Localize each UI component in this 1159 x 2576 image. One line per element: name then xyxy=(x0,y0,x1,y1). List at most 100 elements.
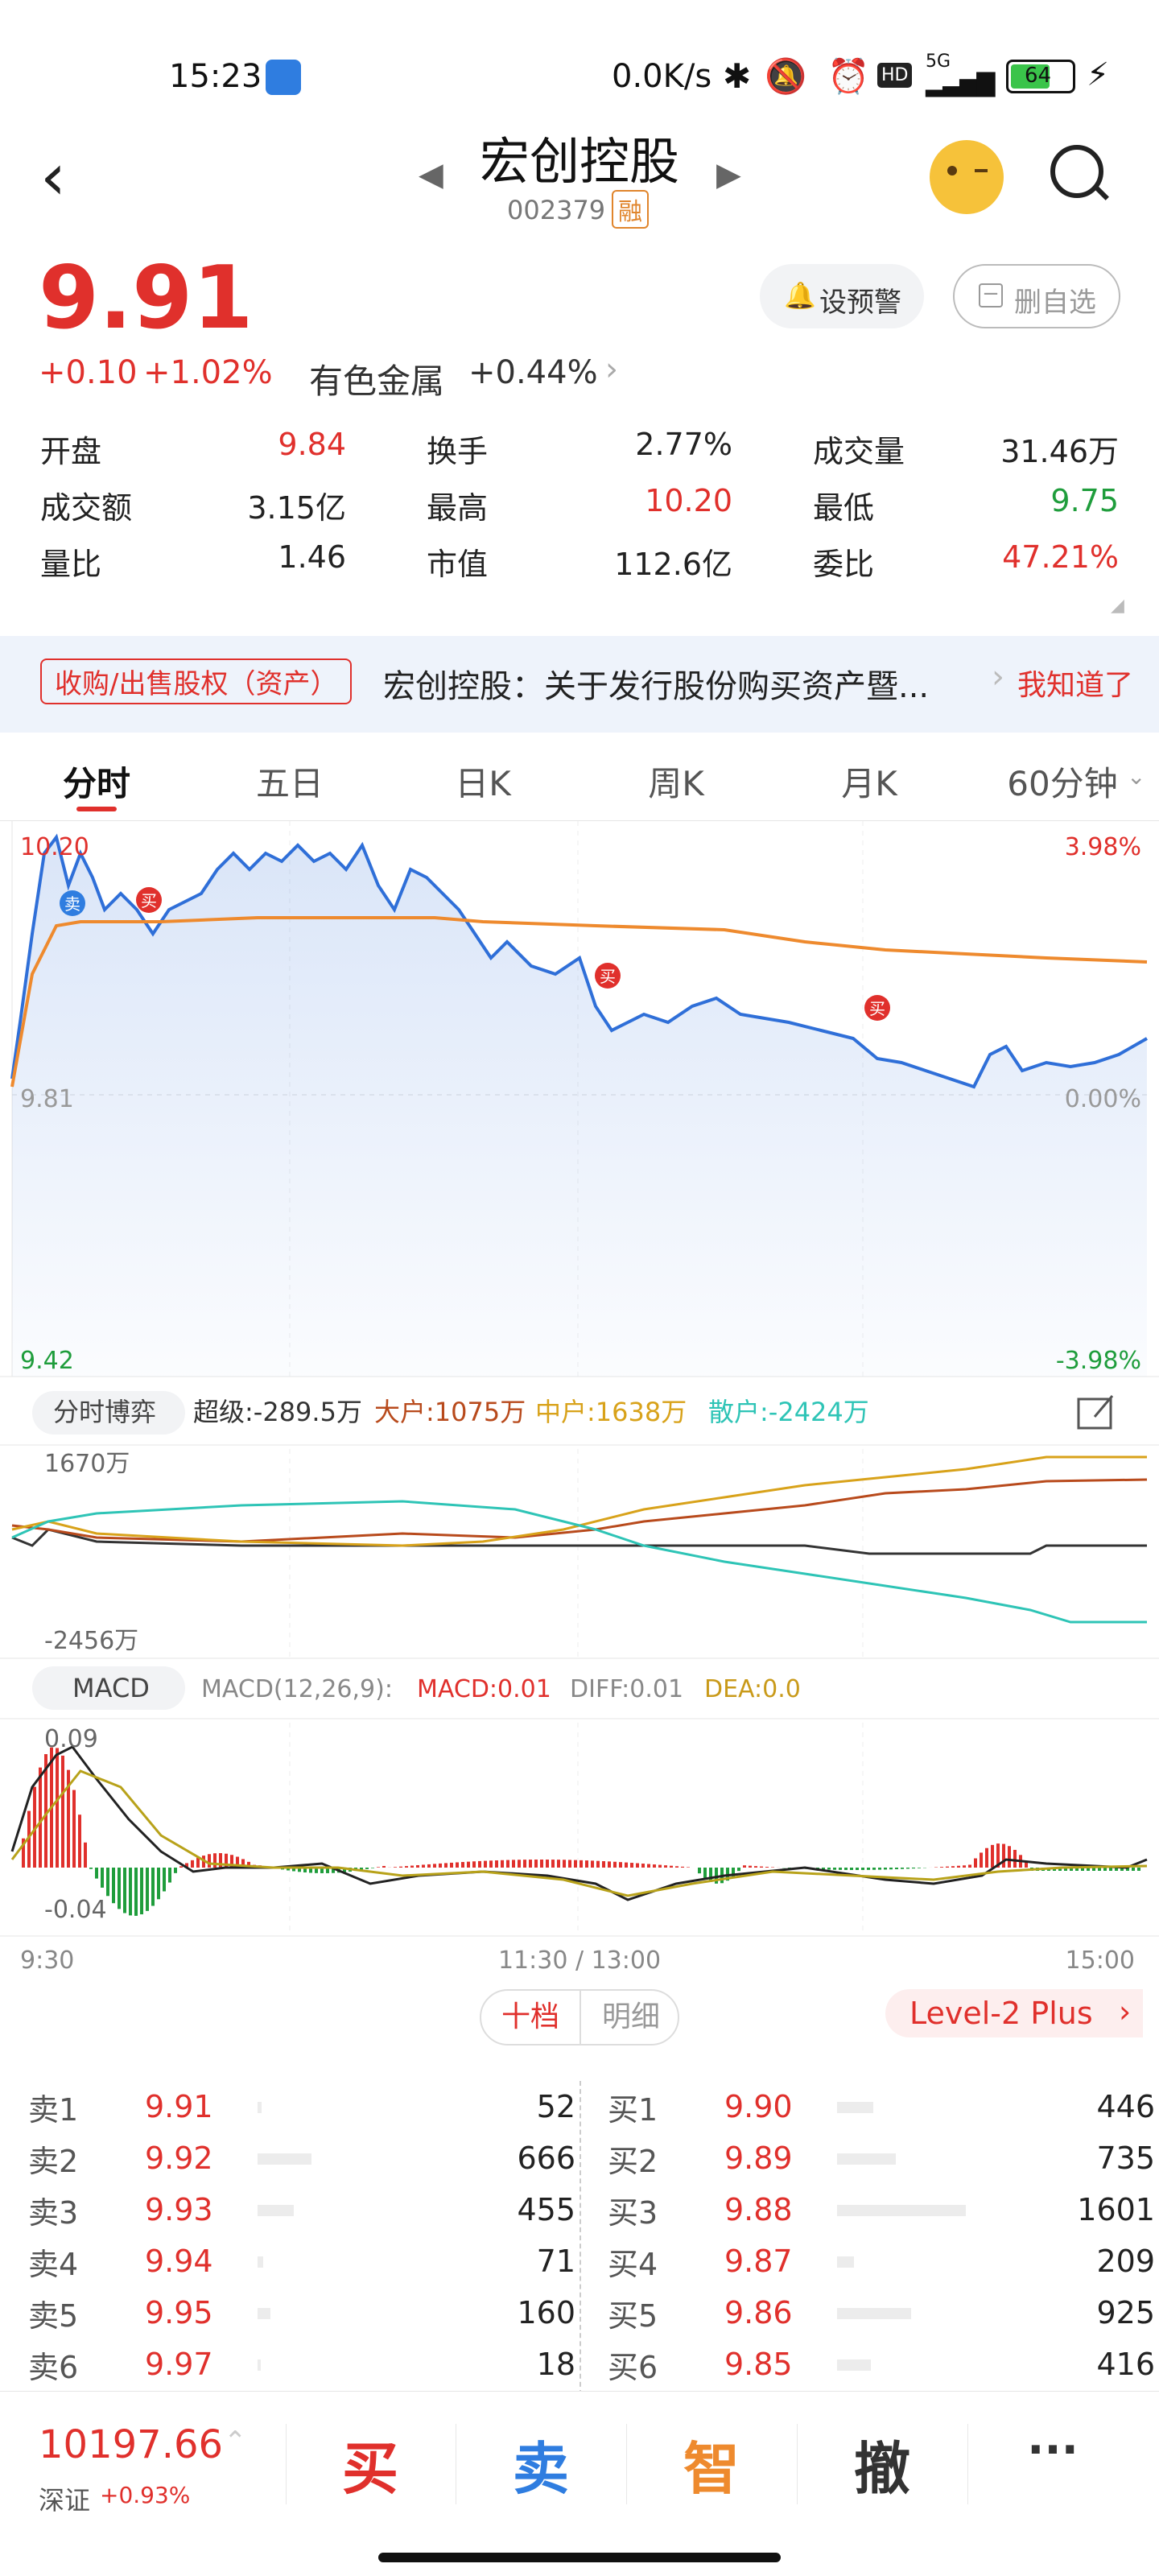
tab-60min[interactable]: 60分钟 xyxy=(1007,764,1118,803)
macd-bar xyxy=(292,1868,295,1872)
macd-bar xyxy=(884,1868,887,1870)
buy-level-label: 买3 xyxy=(608,2194,658,2231)
sell-level-row[interactable]: 卖1 9.91 52 xyxy=(28,2081,584,2132)
buy-level-row[interactable]: 买6 9.85 416 xyxy=(608,2339,1159,2390)
macd-bar xyxy=(118,1868,121,1909)
sector-pct[interactable]: +0.44% xyxy=(468,354,598,391)
search-icon[interactable] xyxy=(1050,145,1109,200)
stat-value: 47.21% xyxy=(1002,539,1119,575)
macd-bar xyxy=(985,1847,988,1868)
macd-bar xyxy=(1064,1868,1067,1871)
macd-bar xyxy=(309,1868,312,1873)
chevron-up-icon[interactable]: ⌃ xyxy=(224,2425,247,2458)
buy-level-row[interactable]: 买2 9.89 735 xyxy=(608,2132,1159,2184)
buy-level-row[interactable]: 买5 9.86 925 xyxy=(608,2287,1159,2339)
charging-icon: ⚡ xyxy=(1087,56,1110,93)
index-value[interactable]: 10197.66 xyxy=(39,2422,224,2467)
macd-bar xyxy=(61,1755,64,1868)
macd-bar xyxy=(444,1863,448,1868)
sell-level-row[interactable]: 卖3 9.93 455 xyxy=(28,2184,584,2235)
macd-bar xyxy=(822,1868,825,1870)
tab-ten-levels[interactable]: 十档 xyxy=(481,1991,581,2044)
flow-retail-line xyxy=(11,1500,1147,1624)
macd-bar xyxy=(1008,1846,1011,1868)
macd-bar xyxy=(208,1854,211,1868)
macd-bar xyxy=(557,1860,560,1868)
level2-plus-button[interactable]: Level-2 Plus › xyxy=(885,1989,1143,2037)
macd-bar xyxy=(625,1862,628,1868)
app-notification-icon xyxy=(266,60,301,95)
sell-level-row[interactable]: 卖5 9.95 160 xyxy=(28,2287,584,2339)
macd-bar xyxy=(687,1867,690,1868)
macd-bar xyxy=(551,1860,555,1868)
mascot-icon[interactable] xyxy=(930,140,1004,214)
chart-area[interactable]: 卖 买 买 买 10.20 9.81 9.42 3.98% 0.00% -3.9… xyxy=(0,821,1159,1972)
buy-level-price: 9.87 xyxy=(724,2244,793,2279)
buy-level-row[interactable]: 买3 9.88 1601 xyxy=(608,2184,1159,2235)
sell-level-row[interactable]: 卖6 9.97 18 xyxy=(28,2339,584,2390)
back-icon[interactable]: ‹ xyxy=(40,139,66,214)
tab-monthly-k[interactable]: 月K xyxy=(841,764,897,803)
announcement-bar[interactable]: 收购/出售股权（资产） 宏创控股：关于发行股份购买资产暨... › 我知道了 xyxy=(0,636,1159,733)
macd-bar xyxy=(957,1865,960,1868)
smart-order-button[interactable]: 智 xyxy=(683,2436,740,2502)
macd-bar xyxy=(478,1860,481,1868)
flow-medium: 中户:1638万 xyxy=(535,1397,687,1427)
stat-value: 9.84 xyxy=(278,427,346,462)
next-stock-icon[interactable]: ▶ xyxy=(716,156,741,193)
dismiss-button[interactable]: 我知道了 xyxy=(1017,669,1134,702)
macd-bar xyxy=(749,1865,752,1868)
macd-bar xyxy=(185,1863,188,1868)
chevron-down-icon[interactable]: ⌄ xyxy=(1127,763,1146,790)
macd-bar xyxy=(377,1867,380,1868)
macd-bar xyxy=(506,1860,509,1868)
sell-button[interactable]: 卖 xyxy=(513,2436,569,2502)
buy-level-row[interactable]: 买1 9.90 446 xyxy=(608,2081,1159,2132)
tab-weekly-k[interactable]: 周K xyxy=(648,764,704,803)
stat-label: 成交额 xyxy=(40,490,133,526)
tab-details[interactable]: 明细 xyxy=(601,2000,660,2033)
time-axis-mid: 11:30 / 13:00 xyxy=(498,1946,661,1972)
macd-bar xyxy=(67,1769,70,1868)
macd-bar xyxy=(495,1860,498,1868)
stat-value: 3.15亿 xyxy=(247,490,346,526)
sector-name[interactable]: 有色金属 xyxy=(309,361,445,401)
sell-level-row[interactable]: 卖2 9.92 666 xyxy=(28,2132,584,2184)
order-book: 十档 明细 Level-2 Plus › 卖1 9.91 52 卖2 9.92 666 卖3… xyxy=(0,1976,1159,2395)
macd-bar xyxy=(343,1868,346,1872)
tab-five-day[interactable]: 五日 xyxy=(255,764,324,803)
macd-bar xyxy=(450,1862,453,1868)
sell-level-label: 卖5 xyxy=(28,2297,79,2334)
quote-panel: 9.91 +0.10 +1.02% 有色金属 +0.44% › 🔔 设预警 − … xyxy=(0,242,1159,628)
macd-bar xyxy=(844,1868,848,1870)
macd-bar xyxy=(191,1860,194,1868)
tab-intraday[interactable]: 分时 xyxy=(62,764,130,803)
flow-large: 大户:1075万 xyxy=(374,1397,526,1427)
more-button[interactable]: ··· xyxy=(1027,2424,1079,2476)
macd-bar xyxy=(878,1868,881,1870)
sell-level-row[interactable]: 卖4 9.94 71 xyxy=(28,2235,584,2287)
chevron-right-icon: › xyxy=(992,658,1004,696)
sector-chevron-icon[interactable]: › xyxy=(605,351,618,388)
cancel-order-button[interactable]: 撤 xyxy=(854,2436,910,2502)
macd-bar xyxy=(247,1861,250,1868)
macd-bar xyxy=(1126,1868,1129,1871)
macd-bar xyxy=(326,1868,329,1873)
buy-level-row[interactable]: 买4 9.87 209 xyxy=(608,2235,1159,2287)
sell-volume-bar xyxy=(258,2308,270,2319)
remove-watchlist-button[interactable]: − 删自选 xyxy=(953,264,1120,328)
set-alert-button[interactable]: 🔔 设预警 xyxy=(760,264,924,328)
expand-corner-icon[interactable]: ◢ xyxy=(1111,596,1124,616)
announcement-text[interactable]: 宏创控股：关于发行股份购买资产暨... xyxy=(383,668,930,705)
chevron-right-icon: › xyxy=(1119,1994,1132,2029)
sell-volume-bar xyxy=(258,2256,263,2268)
macd-bar xyxy=(382,1865,386,1868)
macd-bar xyxy=(472,1861,476,1868)
prev-stock-icon[interactable]: ◀ xyxy=(419,156,443,193)
macd-params: MACD(12,26,9): xyxy=(201,1675,393,1703)
buy-button[interactable]: 买 xyxy=(342,2436,398,2502)
tab-daily-k[interactable]: 日K xyxy=(455,764,511,803)
macd-bar xyxy=(596,1860,600,1868)
alarm-icon: ⏰ xyxy=(827,56,870,96)
macd-bar xyxy=(410,1865,414,1868)
